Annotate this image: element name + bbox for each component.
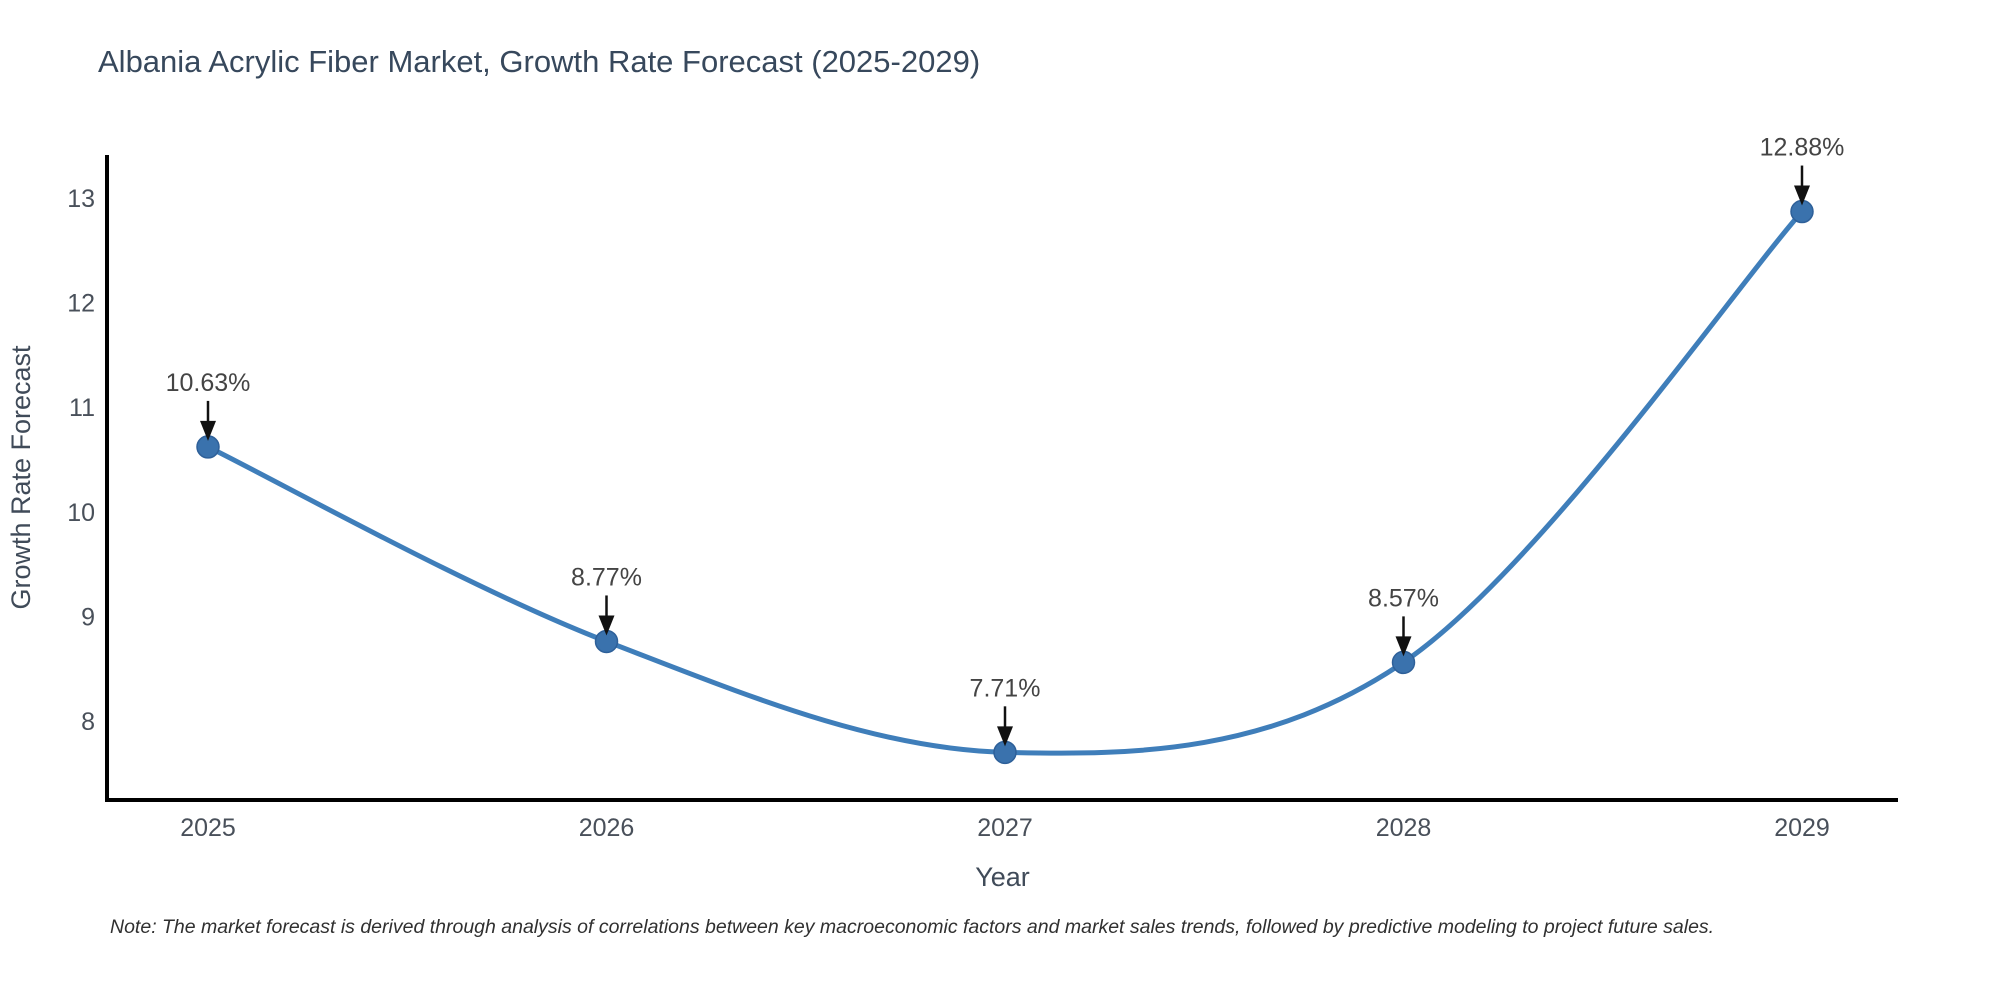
annotation-label: 12.88% (1760, 134, 1845, 162)
annotation-label: 10.63% (166, 369, 251, 397)
y-tick-label: 9 (81, 603, 95, 631)
x-tick-label: 2029 (1774, 814, 1830, 842)
annotation-arrow-head (200, 420, 216, 441)
annotation-arrow-head (598, 615, 615, 636)
x-tick-label: 2027 (977, 814, 1033, 842)
forecast-line (205, 209, 1805, 756)
annotation-label: 8.77% (571, 563, 642, 591)
annotation-arrow-head (997, 726, 1013, 747)
y-tick-label: 12 (67, 290, 95, 318)
y-axis-title: Growth Rate Forecast (6, 345, 36, 610)
x-tick-label: 2025 (180, 814, 236, 842)
y-tick-label: 8 (81, 708, 95, 736)
annotation-label: 7.71% (970, 674, 1041, 702)
annotation-arrow-head (1794, 185, 1810, 206)
annotation-arrow-head (1395, 636, 1412, 657)
x-tick-label: 2028 (1376, 814, 1432, 842)
footnote: Note: The market forecast is derived thr… (110, 916, 1715, 938)
y-tick-label: 11 (69, 394, 95, 422)
chart-title: Albania Acrylic Fiber Market, Growth Rat… (98, 44, 981, 79)
y-tick-label: 10 (67, 499, 95, 527)
x-tick-label: 2026 (579, 814, 635, 842)
x-axis-title: Year (975, 862, 1030, 892)
y-tick-label: 13 (67, 185, 95, 213)
annotation-label: 8.57% (1368, 584, 1439, 612)
